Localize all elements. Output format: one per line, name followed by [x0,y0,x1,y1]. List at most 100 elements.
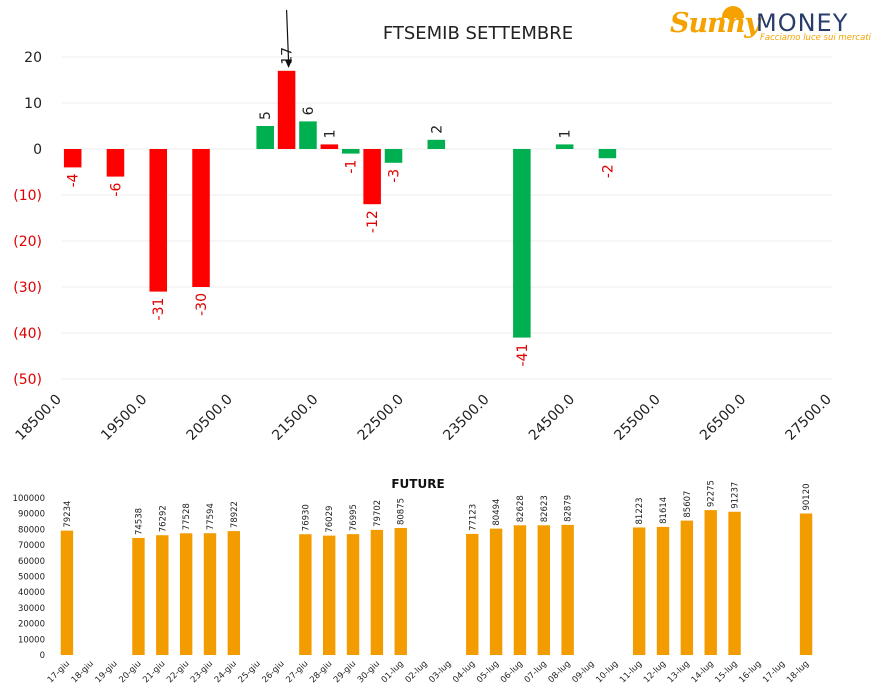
logo-tagline: Facciamo luce sui mercati [760,33,872,43]
bar [384,149,403,163]
future-y-tick: 10000 [18,635,45,645]
future-title: FUTURE [391,477,444,491]
future-x-tick: 06-lug [499,659,525,685]
future-x-tick: 01-lug [380,659,406,685]
x-tick-label: 19500.0 [98,392,150,444]
future-x-tick: 02-lug [404,659,430,685]
arrow-line [285,9,290,63]
future-bar-label: 79702 [373,500,383,527]
future-bar-label: 82879 [564,495,574,522]
future-bar-label: 80875 [397,498,407,525]
future-bar [680,520,694,655]
future-x-tick: 17-lug [761,659,787,685]
chart-title: FTSEMIB SETTEMBRE [383,23,573,44]
future-y-tick: 50000 [18,573,45,583]
future-x-tick: 25-giu [237,659,263,685]
future-x-tick: 03-lug [427,659,453,685]
future-bar-label: 85607 [683,491,693,518]
future-bar [323,535,336,655]
y-tick-label: (20) [13,234,42,250]
future-bar [346,534,360,655]
bar-label: -30 [194,293,210,316]
future-y-tick: 90000 [18,510,45,520]
future-y-tick: 60000 [18,557,45,567]
future-bar-label: 76995 [349,504,359,531]
y-tick-label: 20 [24,50,42,66]
future-bar [561,524,574,655]
bar-label: 2 [429,125,445,134]
bar-label: 1 [558,129,574,138]
future-bar [466,533,479,655]
bar-label: 5 [258,111,274,120]
future-bar-label: 80494 [492,499,502,526]
bar [513,149,531,338]
future-bar-label: 78922 [230,501,240,528]
y-tick-label: (30) [13,280,42,296]
bar [341,149,360,154]
y-tick-label: (50) [13,372,42,388]
future-bar [394,528,407,655]
future-x-tick: 24-giu [213,659,239,685]
y-tick-label: 0 [33,142,42,158]
bar [277,70,296,149]
future-bar [728,511,741,655]
bar-label: -3 [387,169,403,183]
future-bar [656,526,670,655]
bar-label: -1 [344,160,360,174]
future-x-tick: 28-giu [308,659,334,685]
future-bar-label: 76029 [325,506,335,533]
future-x-tick: 04-lug [451,659,477,685]
bar-label: -4 [66,173,82,187]
future-x-tick: 21-giu [141,659,167,685]
bar [598,149,617,159]
future-x-tick: 18-lug [785,659,811,685]
x-tick-label: 26500.0 [697,392,749,444]
x-tick-label: 22500.0 [355,392,407,444]
future-bar [60,530,74,655]
future-bar-label: 82628 [516,495,526,522]
future-bar [299,534,312,655]
bar-label: -2 [600,164,616,178]
y-tick-label: (10) [13,188,42,204]
future-bar-label: 81614 [659,497,669,524]
sun-icon [722,6,744,18]
ftsemib-option-chart: FTSEMIB SETTEMBRE 20 10 0 (10) (20) (30) (40) (5… [13,9,835,444]
future-x-tick: 07-lug [523,659,549,685]
bar [320,144,339,149]
future-x-tick: 20-giu [117,659,143,685]
future-y-tick: 100000 [13,494,45,504]
future-bar-label: 81223 [635,497,645,524]
future-x-tick: 18-giu [70,659,96,685]
x-tick-label: 18500.0 [13,392,65,444]
future-bar [799,513,813,655]
future-x-tick: 09-lug [570,659,596,685]
future-y-tick: 40000 [18,588,45,598]
future-x-tick: 29-giu [332,659,358,685]
x-tick-label: 23500.0 [440,392,492,444]
bar-label: 6 [301,106,317,115]
x-tick-label: 25500.0 [611,392,663,444]
future-x-tick: 16-lug [737,659,763,685]
bar [299,121,317,149]
bar [363,149,381,205]
future-bar-label: 82623 [540,495,550,522]
future-bar [227,531,241,655]
future-bar-label: 91237 [731,482,741,509]
y-tick-label: 10 [24,96,42,112]
bar-label: -6 [108,183,124,197]
future-bar [179,533,193,655]
future-x-tick: 13-lug [666,659,692,685]
future-bar [513,525,527,655]
future-y-tick: 20000 [18,620,45,630]
future-bar-label: 77594 [206,503,216,530]
bar-label: 1 [322,129,338,138]
future-bar [704,510,717,655]
bar-label: -41 [515,344,531,367]
bar [106,149,125,177]
future-x-tick: 12-lug [642,659,668,685]
future-x-tick: 19-giu [94,659,120,685]
future-price-chart: FUTURE1000009000080000700006000050000400… [13,477,813,685]
future-x-tick: 14-lug [690,659,716,685]
bar-label: -12 [365,210,381,233]
future-x-tick: 30-giu [356,659,382,685]
